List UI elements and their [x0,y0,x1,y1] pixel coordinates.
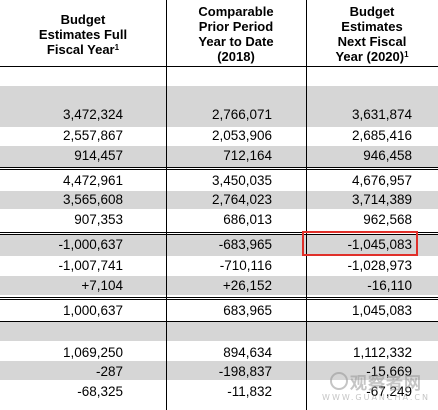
table-row: 4,472,961 3,450,035 4,676,957 [0,171,438,190]
shaded-band [0,361,438,380]
shaded-band [0,276,438,295]
table-row: -68,325 -11,832 -67,249 [0,382,438,401]
shaded-band [0,321,438,341]
header-budget-estimates-next-fiscal-year: Budget Estimates Next Fiscal Year (2020)… [306,0,438,66]
header-line: Comparable [198,4,274,19]
column-rule [306,0,307,410]
header-line: Fiscal Year [46,41,115,57]
cell-value: -68,325 [77,384,123,399]
cell-value: 683,965 [223,303,272,318]
cell-value: 1,045,083 [351,303,412,318]
cell-value: -16,110 [367,278,412,293]
cell-value: -67,249 [366,384,412,399]
header-rule [0,66,438,67]
table-row: 1,000,637 683,965 1,045,083 [0,301,438,320]
cell-value: -1,000,637 [58,237,123,252]
cell-value: 4,676,957 [351,173,412,188]
cell-value: 686,013 [223,212,272,227]
cell-value: 3,631,874 [351,107,412,122]
table-row: -287 -198,837 -15,669 [0,362,438,381]
cell-value: +26,152 [222,278,272,293]
table-row: +7,104 +26,152 -16,110 [0,276,438,295]
footnote-marker: 1 [404,50,409,59]
cell-value: 2,557,867 [62,128,123,143]
watermark-text: 观察者网 [350,373,422,394]
table-row: 3,565,608 2,764,023 3,714,389 [0,190,438,209]
section-rule [0,234,438,235]
cell-value: 3,565,608 [62,192,123,207]
header-line: Budget [60,11,106,27]
header-line: Next Fiscal [337,34,407,49]
cell-value: 712,164 [223,148,272,163]
highlight-box [302,231,418,256]
shaded-band [0,104,438,127]
table-row: 907,353 686,013 962,568 [0,210,438,229]
cell-value: 2,764,023 [211,192,272,207]
section-rule [0,321,438,322]
cell-value: 894,634 [223,345,272,360]
cell-value: 946,458 [363,148,412,163]
section-rule [0,297,438,298]
cell-value: 2,053,906 [211,128,272,143]
cell-value: -1,045,083 [347,237,412,252]
table-row: 2,557,867 2,053,906 2,685,416 [0,126,438,145]
header-comparable-prior-period: Comparable Prior Period Year to Date (20… [166,0,306,66]
header-line: Budget [349,4,395,19]
table-row: 914,457 712,164 946,458 [0,146,438,165]
cell-value: 4,472,961 [62,173,123,188]
cell-value: 962,568 [363,212,412,227]
cell-value: 914,457 [74,148,123,163]
cell-value: -1,028,973 [347,258,412,273]
watermark-url: WWW.GUANCHA.CN [322,393,430,402]
header-line: Year (2020) [335,49,405,64]
cell-value: 2,685,416 [351,128,412,143]
table-row: 3,472,324 2,766,071 3,631,874 [0,105,438,124]
cell-value: 1,069,250 [62,345,123,360]
watermark: 观察者网 WWW.GUANCHA.CN [318,358,434,404]
cell-value: -198,837 [218,364,272,379]
cell-value: +7,104 [81,278,123,293]
header-line: (2018) [217,49,255,64]
header-line: Estimates [341,19,403,34]
header-line: Year to Date [198,34,274,49]
cell-value: 3,472,324 [62,107,123,122]
shaded-band [0,86,438,105]
shaded-band [0,234,438,256]
cell-value: 3,450,035 [211,173,272,188]
column-rule [166,0,167,410]
table-row: -1,000,637 -683,965 -1,045,083 [0,235,438,254]
section-rule [0,232,438,233]
cell-value: -287 [95,364,123,379]
cell-value: 2,766,071 [211,107,272,122]
cell-value: 907,353 [74,212,123,227]
shaded-band [0,146,438,168]
table-header: Budget Estimates Full Fiscal Year1 Compa… [0,0,438,66]
cell-value: -683,965 [218,237,272,252]
table-row: -1,007,741 -710,116 -1,028,973 [0,256,438,275]
cell-value: -15,669 [366,364,412,379]
cell-value: 1,000,637 [62,303,123,318]
table-row: 1,069,250 894,634 1,112,332 [0,343,438,362]
cell-value: 3,714,389 [351,192,412,207]
cell-value: -1,007,741 [58,258,123,273]
shaded-band [0,191,438,209]
header-line: Prior Period [198,19,274,34]
header-line: Estimates Full [38,26,128,42]
section-rule [0,167,438,168]
section-rule [0,299,438,300]
cell-value: 1,112,332 [352,345,412,360]
header-budget-estimates-full-fiscal-year: Budget Estimates Full Fiscal Year1 [0,0,166,66]
footnote-marker: 1 [114,42,120,52]
cell-value: -710,116 [219,258,272,273]
watermark-logo-icon [330,372,348,390]
cell-value: -11,832 [227,384,272,399]
section-rule [0,169,438,170]
